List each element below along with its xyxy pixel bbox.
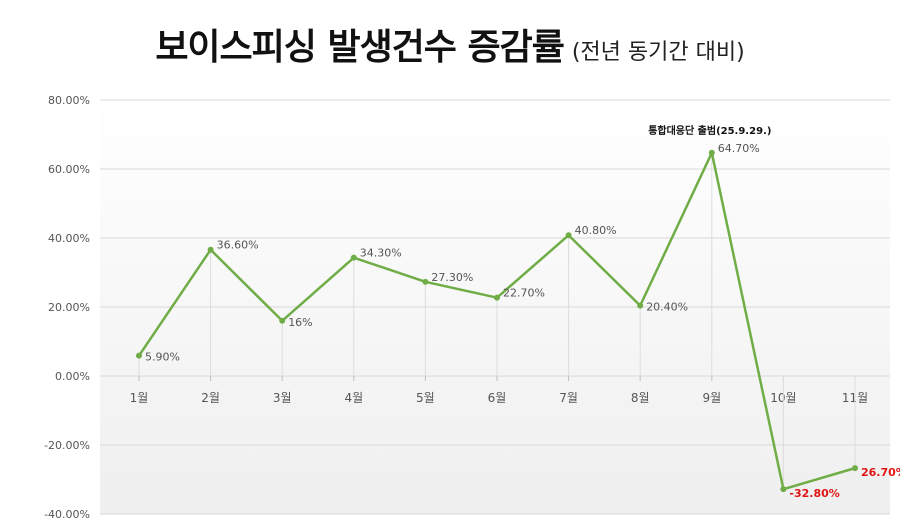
data-label: 20.40% (646, 301, 688, 314)
y-tick-label: 60.00% (48, 163, 90, 176)
data-label: 26.70% (861, 466, 900, 479)
data-label: 5.90% (145, 351, 180, 364)
x-tick-label: 4월 (344, 391, 363, 405)
y-tick-label: 20.00% (48, 301, 90, 314)
x-tick-label: 1월 (130, 391, 149, 405)
chart-subtitle: (전년 동기간 대비) (571, 40, 745, 65)
x-tick-label: 8월 (631, 391, 650, 405)
x-tick-label: 9월 (702, 391, 721, 405)
x-tick-label: 6월 (488, 391, 507, 405)
data-point (350, 254, 357, 261)
data-point (494, 294, 500, 301)
data-point (780, 486, 787, 493)
y-tick-label: 40.00% (48, 232, 90, 245)
x-tick-label: 3월 (273, 391, 292, 405)
annotation-label: 통합대응단 출범(25.9.29.) (648, 124, 771, 137)
title-block: 보이스피싱 발생건수 증감률 (전년 동기간 대비) (0, 18, 900, 70)
y-tick-label: -40.00% (44, 508, 90, 521)
data-label: 40.80% (575, 224, 617, 237)
data-point (708, 149, 715, 156)
data-point (637, 302, 644, 309)
data-label: 36.60% (217, 239, 259, 252)
chart-title: 보이스피싱 발생건수 증감률 (155, 27, 565, 68)
data-label: 27.30% (431, 271, 473, 284)
data-label: -32.80% (789, 487, 839, 500)
data-point (565, 232, 572, 239)
data-label: 34.30% (360, 247, 402, 260)
data-point (207, 246, 214, 253)
y-tick-label: -20.00% (44, 439, 90, 452)
data-point (422, 278, 429, 285)
x-tick-label: 5월 (416, 391, 435, 405)
data-label: 64.70% (718, 142, 760, 155)
data-point (279, 317, 286, 324)
data-point (136, 352, 142, 359)
x-tick-label: 7월 (559, 391, 578, 405)
y-tick-label: 0.00% (55, 370, 90, 383)
data-label: 22.70% (503, 287, 545, 300)
data-label: 16% (288, 316, 312, 329)
data-point (852, 465, 858, 472)
y-tick-label: 80.00% (48, 94, 90, 107)
x-tick-label: 2월 (201, 391, 220, 405)
